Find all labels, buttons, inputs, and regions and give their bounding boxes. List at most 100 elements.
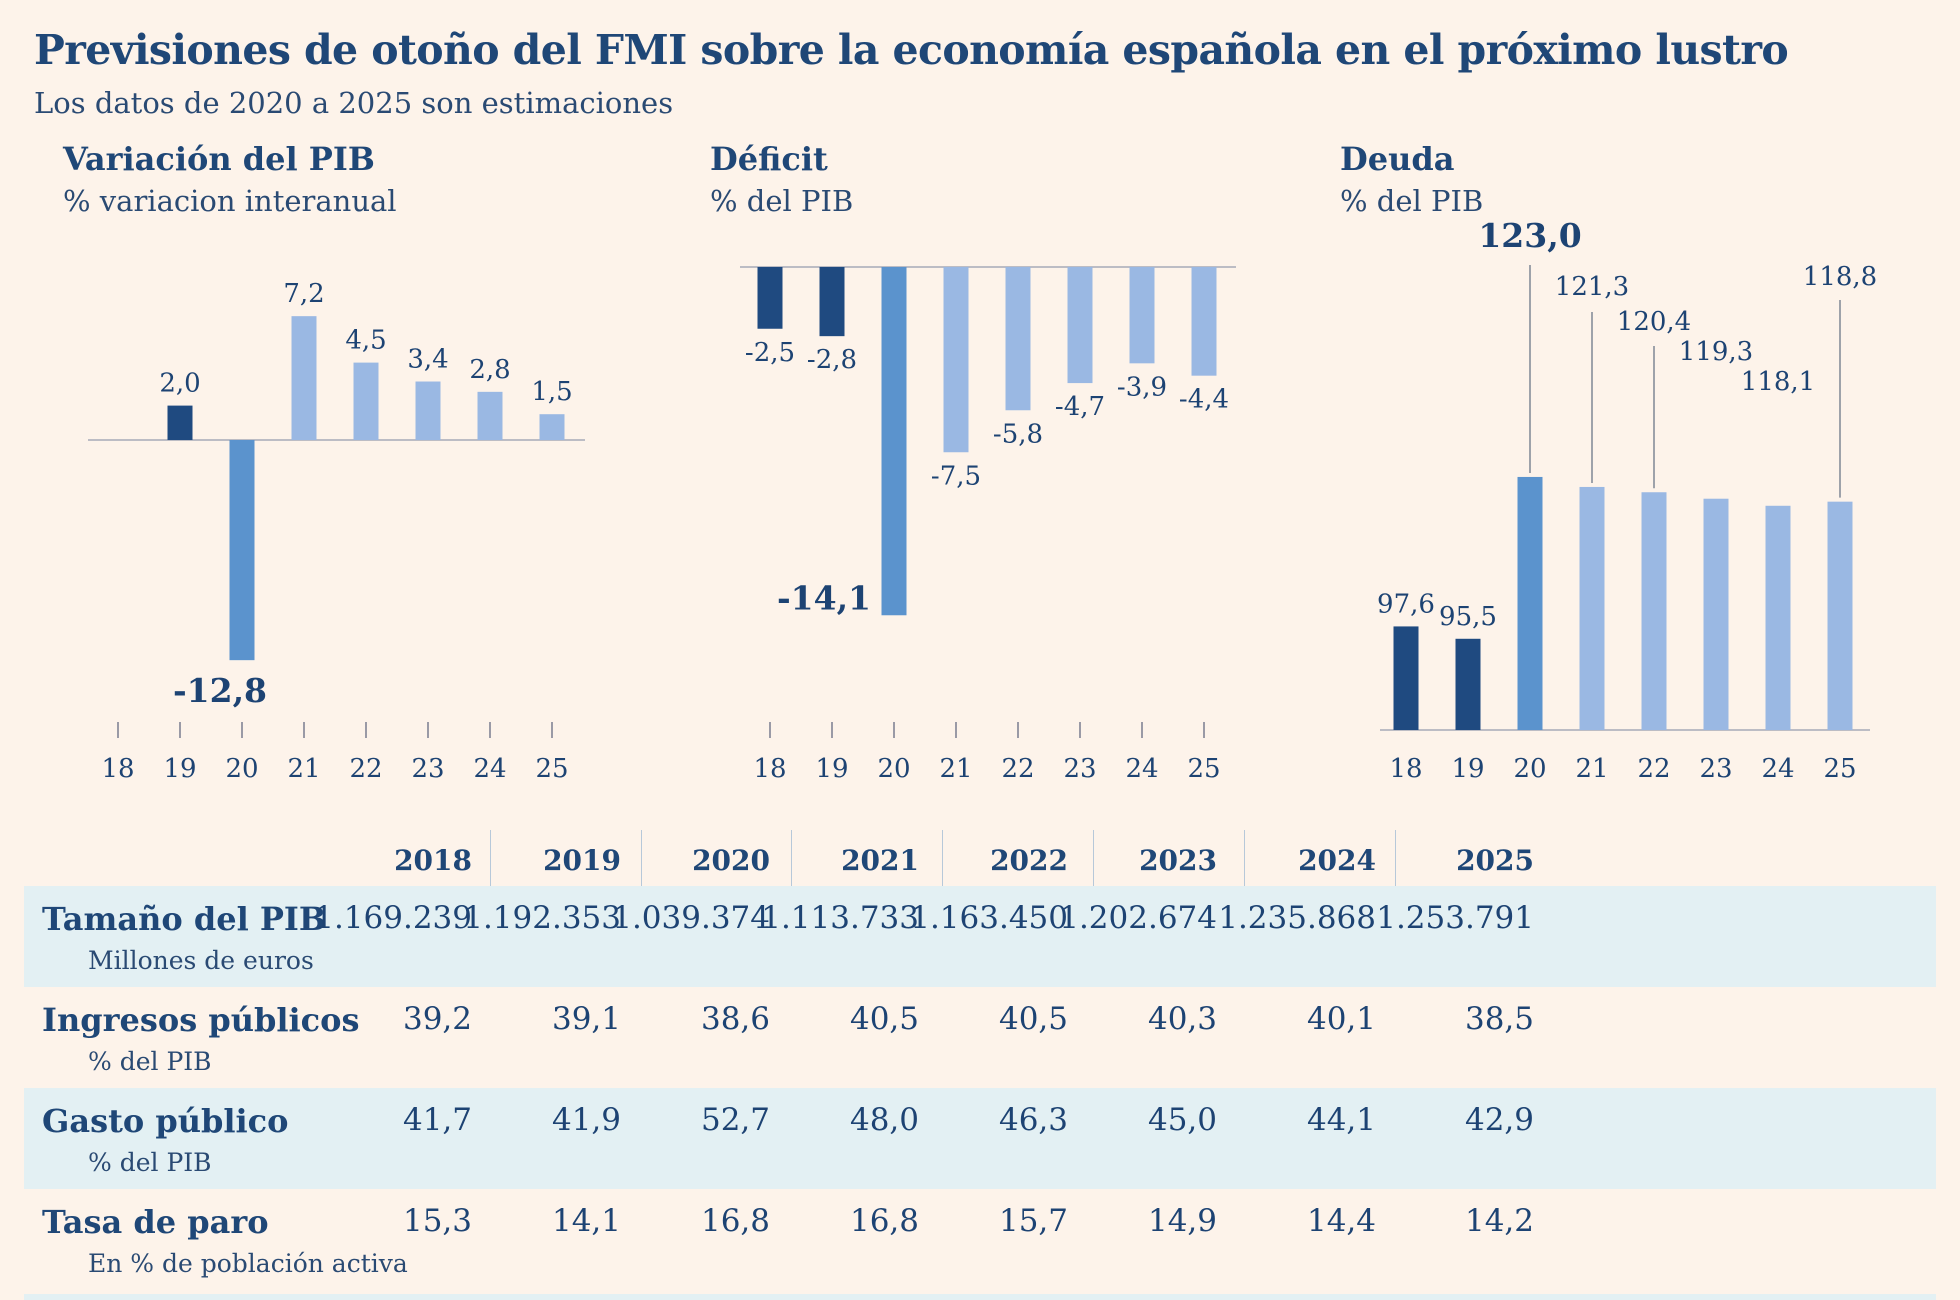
bar (1067, 267, 1093, 384)
column-header: 2018 (394, 844, 472, 877)
column-header: 2025 (1456, 844, 1534, 877)
data-label: 118,1 (1741, 367, 1815, 397)
table-cell: 14,1 (551, 1203, 621, 1239)
data-label: 123,0 (1478, 216, 1581, 255)
data-label: 95,5 (1439, 602, 1497, 632)
chart-title: Variación del PIB (63, 140, 375, 178)
table-header: 2018 2019 2020 2021 2022 2023 2024 2025 (24, 830, 1936, 888)
data-label: -4,7 (1055, 392, 1105, 422)
x-tick-label: 25 (535, 754, 568, 784)
x-tick-label: 22 (349, 754, 382, 784)
bar (353, 362, 379, 440)
x-tick-label: 18 (1389, 754, 1422, 784)
data-label: 3,4 (407, 345, 448, 375)
table-cell: 38,5 (1464, 1001, 1534, 1037)
bar (757, 267, 783, 329)
column-divider (791, 830, 792, 888)
table-cell: 15,7 (998, 1203, 1068, 1239)
x-tick-label: 24 (1125, 754, 1158, 784)
x-tick-label: 22 (1001, 754, 1034, 784)
x-tick-label: 18 (753, 754, 786, 784)
table-cell: 1.235.868 (1218, 900, 1376, 936)
bar (167, 405, 193, 440)
table-cell: 39,2 (402, 1001, 472, 1037)
data-label: -2,5 (745, 338, 795, 368)
column-divider (490, 830, 491, 888)
table-row: Tasa de paro En % de población activa 15,3… (24, 1189, 1936, 1290)
main-subtitle: Los datos de 2020 a 2025 son estimacione… (34, 86, 674, 120)
x-tick-label: 21 (1575, 754, 1608, 784)
data-label: -7,5 (931, 461, 981, 491)
table-cell: 1.113.733 (761, 900, 919, 936)
data-label: -3,9 (1117, 372, 1167, 402)
column-divider (1395, 830, 1396, 888)
x-tick-label: 23 (411, 754, 444, 784)
data-label: 7,2 (283, 279, 324, 309)
column-header: 2021 (841, 844, 919, 877)
chart-subtitle: % del PIB (710, 184, 854, 218)
x-tick-label: 21 (287, 754, 320, 784)
column-divider (641, 830, 642, 888)
table-row: Gasto público % del PIB 41,7 41,9 52,7 48,0 46… (24, 1088, 1936, 1189)
data-label: 118,8 (1803, 262, 1877, 292)
data-label: 120,4 (1617, 307, 1691, 337)
bar (943, 267, 969, 453)
table-cell: 40,1 (1306, 1001, 1376, 1037)
x-tick-label: 20 (1513, 754, 1546, 784)
x-tick-label: 25 (1823, 754, 1856, 784)
bar (1517, 476, 1543, 730)
bar (1455, 638, 1481, 730)
data-label: -5,8 (993, 419, 1043, 449)
x-tick-label: 23 (1699, 754, 1732, 784)
x-tick-label: 20 (877, 754, 910, 784)
row-label: Gasto público (42, 1102, 289, 1140)
bar (1579, 486, 1605, 730)
row-unit: En % de población activa (88, 1249, 408, 1278)
table-cell: 1.163.450 (910, 900, 1068, 936)
bar (1703, 498, 1729, 730)
data-label: 2,0 (159, 369, 200, 399)
bar (539, 414, 565, 440)
table-cell: 1.192.353 (463, 900, 621, 936)
bar (1129, 267, 1155, 364)
x-tick-label: 24 (1761, 754, 1794, 784)
row-label: Tamaño del PIB (42, 900, 326, 938)
bar (1765, 505, 1791, 730)
data-label: 2,8 (469, 355, 510, 385)
row-unit: % del PIB (88, 1148, 212, 1177)
table-cell: 41,9 (551, 1102, 621, 1138)
chart-title: Deuda (1340, 140, 1455, 178)
table-cell: 1.039.374 (612, 900, 770, 936)
data-label: 97,6 (1377, 589, 1435, 619)
bar (1827, 501, 1853, 730)
row-unit: Millones de euros (88, 946, 314, 975)
bar (1191, 267, 1217, 376)
bar (1005, 267, 1031, 411)
data-label: -4,4 (1179, 385, 1229, 415)
table-row: Ingresos públicos % del PIB 39,2 39,1 38,6 40… (24, 987, 1936, 1088)
column-header: 2022 (990, 844, 1068, 877)
column-divider (942, 830, 943, 888)
data-label: -2,8 (807, 345, 857, 375)
table-cell: 44,1 (1306, 1102, 1376, 1138)
x-tick-label: 22 (1637, 754, 1670, 784)
row-label: Ingresos públicos (42, 1001, 360, 1039)
table-cell: 14,9 (1147, 1203, 1217, 1239)
bar (477, 391, 503, 440)
bar (415, 381, 441, 440)
table-cell: 14,4 (1306, 1203, 1376, 1239)
bar (1641, 492, 1667, 730)
table-cell: 38,6 (700, 1001, 770, 1037)
table-cell: 42,9 (1464, 1102, 1534, 1138)
table-cell: 14,2 (1464, 1203, 1534, 1239)
chart-title: Déficit (710, 140, 828, 178)
data-label: 1,5 (531, 377, 572, 407)
table-cell: 15,3 (402, 1203, 472, 1239)
column-header: 2024 (1298, 844, 1376, 877)
table-cell: 46,3 (998, 1102, 1068, 1138)
bar (881, 267, 907, 616)
data-label: 4,5 (345, 326, 386, 356)
table-row: Tamaño del PIB Millones de euros 1.169.239… (24, 886, 1936, 987)
bar (819, 267, 845, 337)
table-cell: 45,0 (1147, 1102, 1217, 1138)
